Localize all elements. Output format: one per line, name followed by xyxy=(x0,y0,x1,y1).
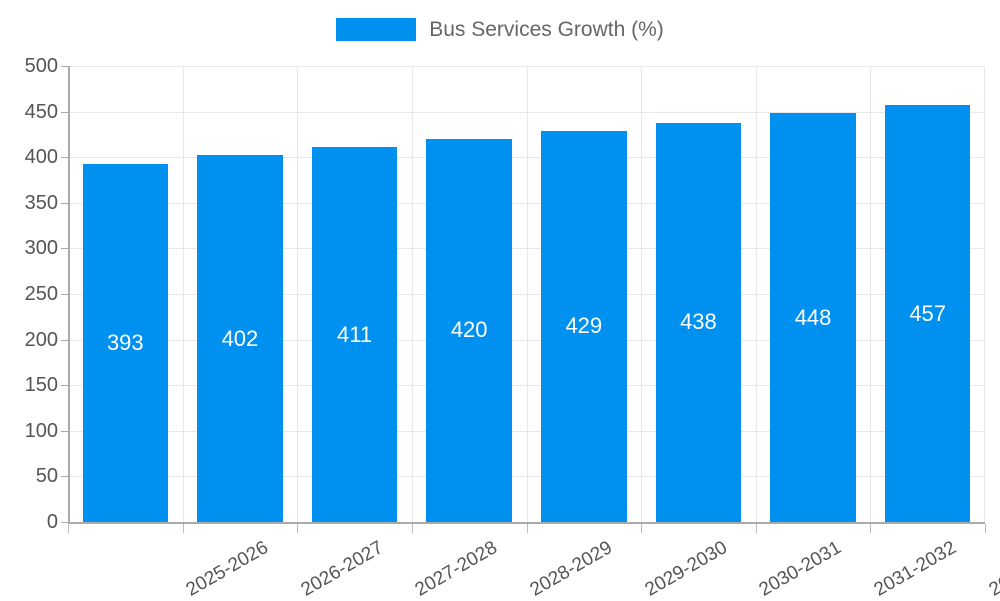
gridline-vertical xyxy=(297,66,299,522)
y-axis-tick-labels: 0 50 100 150 200 250 300 350 400 450 500 xyxy=(0,0,58,600)
x-axis-line xyxy=(68,522,985,524)
gridline-vertical xyxy=(641,66,643,522)
x-axis-tick-mark xyxy=(526,524,528,533)
y-axis-tick-label: 0 xyxy=(46,511,58,533)
bar-value-label: 438 xyxy=(680,309,717,335)
x-axis-tick-mark xyxy=(68,524,69,533)
gridline-vertical xyxy=(411,66,413,522)
x-axis-tick-label: 2029-2030 xyxy=(641,537,731,601)
x-axis-tick-label: 2028-2029 xyxy=(526,537,616,601)
legend-label: Bus Services Growth (%) xyxy=(429,17,664,41)
bar[interactable]: 402 xyxy=(197,155,283,522)
y-axis-line xyxy=(68,66,70,523)
gridline-vertical xyxy=(755,66,757,522)
y-axis-tick-label: 250 xyxy=(24,283,58,305)
legend-color-swatch-icon xyxy=(336,17,417,41)
y-axis-tick-mark xyxy=(61,66,68,67)
chart-legend: Bus Services Growth (%) xyxy=(0,12,1000,46)
bar[interactable]: 420 xyxy=(426,138,512,522)
y-axis-tick-mark xyxy=(61,294,68,295)
bar-value-label: 448 xyxy=(794,304,832,330)
x-axis-tick-mark xyxy=(411,524,413,533)
plot-area: 393 402 411 420 429 438 448 457 xyxy=(68,66,985,523)
x-axis-tick-mark xyxy=(297,524,299,533)
y-axis-tick-label: 100 xyxy=(24,419,58,442)
x-axis-tick-mark xyxy=(641,524,643,533)
bar[interactable]: 393 xyxy=(82,163,168,522)
bar-value-label: 457 xyxy=(909,300,947,326)
y-axis-tick-mark xyxy=(61,111,68,113)
y-axis-tick-mark xyxy=(61,248,68,250)
y-axis-tick-label: 50 xyxy=(35,465,58,488)
y-axis-tick-label: 450 xyxy=(24,100,58,123)
y-axis-tick-mark xyxy=(61,476,68,478)
gridline-vertical xyxy=(984,66,985,522)
x-axis-tick-mark xyxy=(182,524,184,533)
x-axis-tick-label: 2025-2026 xyxy=(182,537,273,601)
x-axis-tick-mark xyxy=(985,524,986,533)
y-axis-tick-label: 200 xyxy=(24,328,58,351)
x-axis-tick-label: 2031-2032 xyxy=(870,537,960,601)
bar[interactable]: 411 xyxy=(311,147,398,522)
x-axis-tick-label: 2030-2031 xyxy=(755,537,846,601)
y-axis-tick-label: 300 xyxy=(24,237,58,260)
y-axis-tick-label: 350 xyxy=(24,191,58,214)
y-axis-tick-mark xyxy=(61,385,68,387)
bar-value-label: 393 xyxy=(106,329,144,355)
y-axis-tick-mark xyxy=(61,430,68,432)
y-axis-tick-mark xyxy=(61,522,68,523)
bar[interactable]: 429 xyxy=(541,130,627,522)
x-axis-tick-mark xyxy=(755,524,757,533)
legend-item-bus-services-growth[interactable]: Bus Services Growth (%) xyxy=(336,17,664,41)
gridline-vertical xyxy=(526,66,528,522)
x-axis-tick-label: 2032-2033 xyxy=(985,537,1000,601)
gridline-vertical xyxy=(182,66,184,522)
y-axis-tick-label: 400 xyxy=(24,146,58,169)
bar-value-label: 420 xyxy=(450,317,488,343)
bar-value-label: 411 xyxy=(337,321,373,347)
y-axis-tick-label: 150 xyxy=(24,374,58,397)
y-axis-tick-mark xyxy=(61,339,68,341)
x-axis-tick-label: 2026-2027 xyxy=(297,537,387,601)
bar[interactable]: 457 xyxy=(884,105,971,522)
bar-value-label: 429 xyxy=(565,313,603,339)
y-axis-tick-mark xyxy=(61,202,68,204)
y-axis-tick-label: 500 xyxy=(24,55,58,77)
bar[interactable]: 448 xyxy=(770,113,856,522)
y-axis-tick-mark xyxy=(61,157,68,159)
bar[interactable]: 438 xyxy=(655,122,742,522)
x-axis-tick-mark xyxy=(870,524,872,533)
x-axis-tick-label: 2027-2028 xyxy=(412,537,502,601)
gridline-vertical xyxy=(870,66,872,522)
bar-value-label: 402 xyxy=(221,325,259,351)
